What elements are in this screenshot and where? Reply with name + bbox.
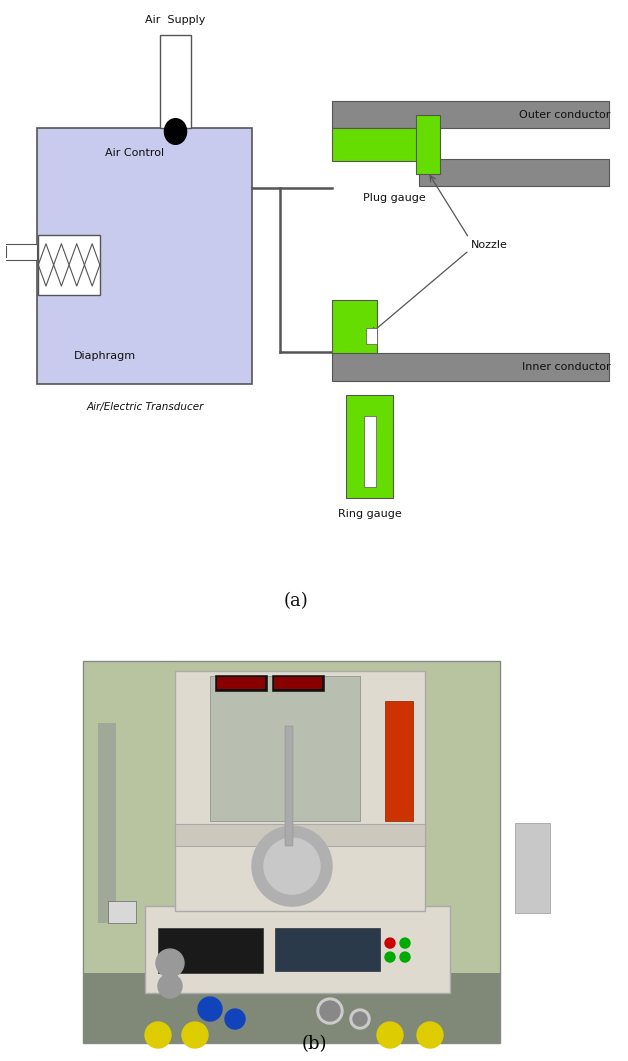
Bar <box>217 677 265 690</box>
Circle shape <box>377 1022 403 1048</box>
Text: Plug gauge: Plug gauge <box>363 193 426 204</box>
Bar <box>108 901 136 923</box>
Circle shape <box>165 119 187 144</box>
Bar <box>419 159 609 187</box>
Circle shape <box>400 938 410 949</box>
Circle shape <box>252 827 332 906</box>
Bar <box>416 116 440 174</box>
Bar <box>215 675 267 692</box>
Bar <box>98 724 116 923</box>
Bar <box>332 128 428 161</box>
Circle shape <box>320 1001 340 1021</box>
Bar <box>210 676 360 821</box>
Bar <box>160 35 191 128</box>
Text: Air Control: Air Control <box>105 147 164 158</box>
Circle shape <box>156 950 184 977</box>
Bar <box>364 416 376 487</box>
Text: Ring gauge: Ring gauge <box>337 508 401 519</box>
Circle shape <box>145 1022 171 1048</box>
Bar <box>158 928 263 973</box>
Bar <box>385 701 413 821</box>
Circle shape <box>264 838 320 894</box>
Bar <box>0 246 6 258</box>
Circle shape <box>385 938 395 949</box>
Circle shape <box>198 997 222 1021</box>
Bar <box>38 234 100 295</box>
Bar <box>346 395 392 498</box>
Bar <box>37 128 252 384</box>
Bar <box>145 906 450 993</box>
Circle shape <box>317 998 343 1024</box>
Bar <box>332 101 609 128</box>
Bar <box>274 677 322 690</box>
Text: (b): (b) <box>301 1034 327 1053</box>
Circle shape <box>158 974 182 998</box>
Text: Diaphragm: Diaphragm <box>74 350 136 361</box>
Text: Nozzle: Nozzle <box>471 241 508 250</box>
Text: Air  Supply: Air Supply <box>145 15 206 24</box>
Bar <box>175 824 425 847</box>
Bar <box>285 726 293 847</box>
Text: Outer conductor: Outer conductor <box>519 110 610 120</box>
Circle shape <box>385 952 395 962</box>
Circle shape <box>400 952 410 962</box>
Bar <box>83 973 500 1043</box>
Circle shape <box>182 1022 208 1048</box>
Circle shape <box>350 1009 370 1029</box>
Bar <box>515 823 550 914</box>
Bar <box>3 244 37 260</box>
Bar <box>175 672 425 911</box>
Bar <box>332 300 377 353</box>
Bar <box>272 675 324 692</box>
Bar <box>332 353 609 381</box>
Text: (a): (a) <box>283 592 308 610</box>
Text: Air/Electric Transducer: Air/Electric Transducer <box>86 402 203 412</box>
Text: Inner conductor: Inner conductor <box>522 362 610 372</box>
Circle shape <box>353 1012 367 1026</box>
Bar <box>366 328 377 344</box>
Circle shape <box>225 1009 245 1029</box>
Bar <box>83 661 500 1043</box>
Bar <box>275 928 380 971</box>
Circle shape <box>417 1022 443 1048</box>
